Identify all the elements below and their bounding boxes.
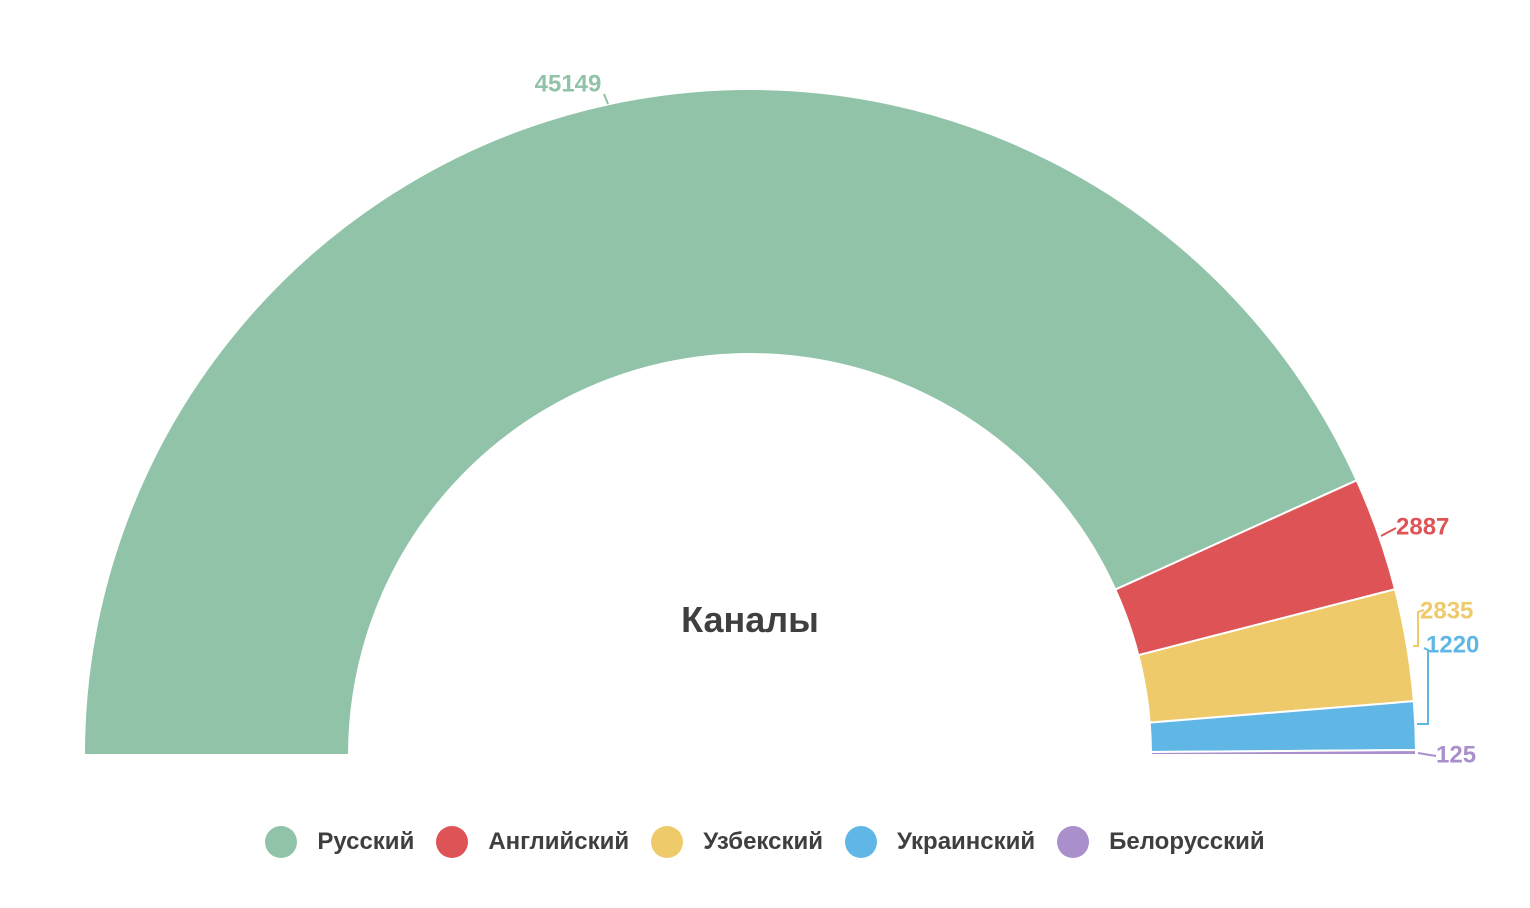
chart-value-labels: 45149 2887 2835 1220 125: [535, 70, 1480, 768]
leader-line-5: [1417, 752, 1437, 757]
chart-legend: Русский Английский Узбекский Украинский Бело…: [0, 818, 1530, 866]
legend-item-5[interactable]: Белорусский: [1057, 826, 1265, 858]
leader-line-3: [1413, 609, 1425, 647]
legend-label: Английский: [488, 828, 630, 855]
leader-line-4: [1417, 647, 1429, 725]
legend-label: Узбекский: [703, 828, 823, 855]
legend-item-4[interactable]: Украинский: [845, 826, 1035, 858]
chart-leader-lines: [603, 93, 1437, 757]
chart-title: Каналы: [681, 599, 819, 640]
legend-item-3[interactable]: Узбекский: [651, 826, 823, 858]
legend-item-2[interactable]: Английский: [436, 826, 629, 858]
data-label-3: 2835: [1420, 597, 1473, 624]
legend-item-1[interactable]: Русский: [265, 826, 414, 858]
slice-5[interactable]: [1149, 748, 1417, 756]
legend-swatch: [436, 826, 469, 858]
legend-label: Русский: [317, 828, 415, 855]
data-label-4: 1220: [1426, 631, 1479, 658]
legend-swatch: [845, 826, 877, 858]
legend-swatch: [651, 826, 684, 858]
data-label-1: 45149: [535, 70, 602, 97]
data-label-5: 125: [1436, 741, 1476, 768]
legend-swatch: [1057, 826, 1090, 858]
legend-label: Белорусский: [1109, 828, 1265, 855]
data-label-2: 2887: [1396, 513, 1449, 540]
slice-1[interactable]: [83, 88, 1358, 756]
legend-label: Украинский: [897, 828, 1036, 855]
chart-slices: [83, 88, 1417, 756]
leader-line-1: [603, 93, 609, 105]
leader-line-2: [1380, 527, 1397, 537]
legend-swatch: [265, 826, 298, 858]
